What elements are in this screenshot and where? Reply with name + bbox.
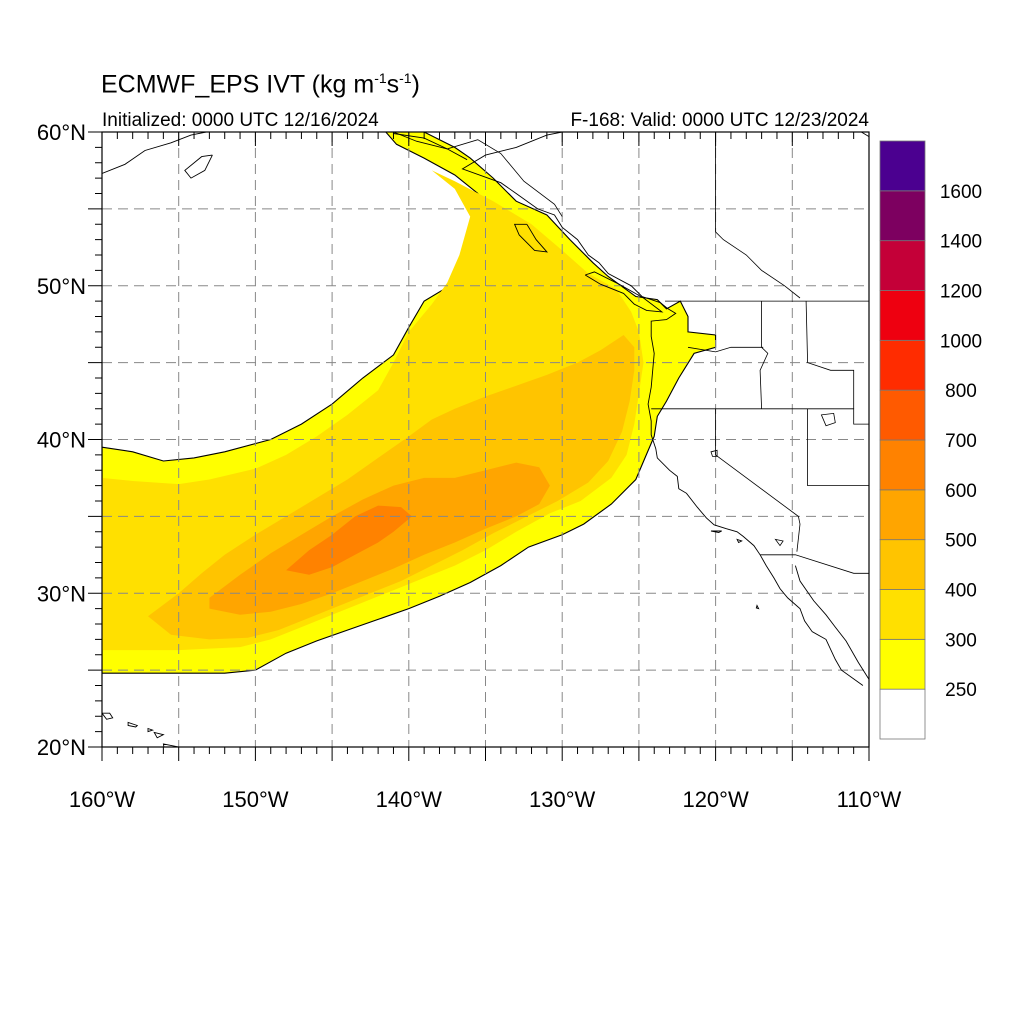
island-outline	[755, 604, 760, 610]
axis-ticks: 160°W 150°W 140°W 130°W 120°W 110°W 60°N 50°N 40…	[37, 120, 902, 812]
x-tick-label: 160°W	[69, 787, 136, 812]
island-outline	[860, 132, 869, 138]
coastline	[461, 132, 864, 686]
x-tick-label: 120°W	[682, 787, 749, 812]
colorbar-swatch	[879, 339, 926, 391]
page-title: ECMWF_EPS IVT (kg m-1s-1)	[101, 70, 420, 99]
political-border	[759, 301, 769, 409]
lake-outline	[710, 449, 718, 457]
political-border	[393, 132, 563, 217]
ivt-region-600	[286, 505, 412, 575]
colorbar-swatch	[879, 688, 926, 740]
initialized-time: Initialized: 0000 UTC 12/16/2024	[102, 110, 379, 131]
political-border	[687, 346, 764, 353]
geography-layer	[102, 132, 869, 747]
colorbar-label: 1200	[940, 282, 982, 303]
island-outline	[153, 731, 165, 739]
colorbar-label: 250	[945, 680, 977, 701]
coastline	[513, 223, 549, 253]
coastline	[584, 271, 664, 313]
colorbar-label: 600	[945, 481, 977, 502]
colorbar-swatch	[879, 190, 926, 242]
valid-time: F-168: Valid: 0000 UTC 12/23/2024	[570, 110, 869, 131]
colorbar: 250 300 400 500 600 700 800 1000 1200 1400 1600	[879, 140, 982, 740]
y-tick-label: 60°N	[37, 120, 86, 145]
colorbar-swatch	[879, 439, 926, 491]
coastline	[794, 565, 869, 680]
colorbar-swatch	[879, 389, 926, 441]
colorbar-swatch	[879, 539, 926, 590]
political-border	[715, 408, 801, 552]
island-outline	[162, 743, 180, 747]
island-outline	[736, 538, 743, 544]
x-tick-label: 150°W	[222, 787, 289, 812]
political-border	[651, 408, 869, 425]
political-border	[805, 301, 855, 409]
colorbar-swatch	[879, 638, 926, 690]
political-border	[807, 408, 869, 487]
colorbar-label: 800	[945, 381, 977, 402]
y-tick-label: 20°N	[37, 735, 86, 760]
ivt-region-300	[102, 170, 644, 651]
colorbar-label: 1400	[940, 232, 982, 253]
colorbar-label: 500	[945, 531, 977, 552]
x-tick-label: 110°W	[837, 787, 902, 812]
x-tick-label: 140°W	[376, 787, 443, 812]
lake-outline	[820, 412, 836, 427]
island-outline	[102, 712, 114, 720]
lake-outline	[774, 538, 784, 547]
island-outline	[147, 727, 155, 733]
colorbar-label: 400	[945, 581, 977, 602]
colorbar-label: 700	[945, 431, 977, 452]
political-border	[715, 132, 801, 299]
colorbar-swatch	[879, 489, 926, 541]
colorbar-label: 1000	[940, 331, 982, 352]
political-border	[760, 554, 869, 574]
y-tick-label: 30°N	[37, 581, 86, 606]
colorbar-swatch	[879, 589, 926, 640]
x-tick-label: 130°W	[529, 787, 596, 812]
island-outline	[127, 721, 139, 728]
colorbar-label: 300	[945, 630, 977, 651]
y-tick-label: 40°N	[37, 428, 86, 453]
colorbar-label: 1600	[940, 182, 982, 203]
island-outline	[710, 530, 722, 533]
coastline	[184, 154, 213, 179]
y-tick-label: 50°N	[37, 274, 86, 299]
gridline-layer	[102, 132, 869, 747]
colorbar-swatch	[879, 240, 926, 291]
colorbar-swatch	[879, 290, 926, 341]
colorbar-swatch	[879, 140, 926, 192]
